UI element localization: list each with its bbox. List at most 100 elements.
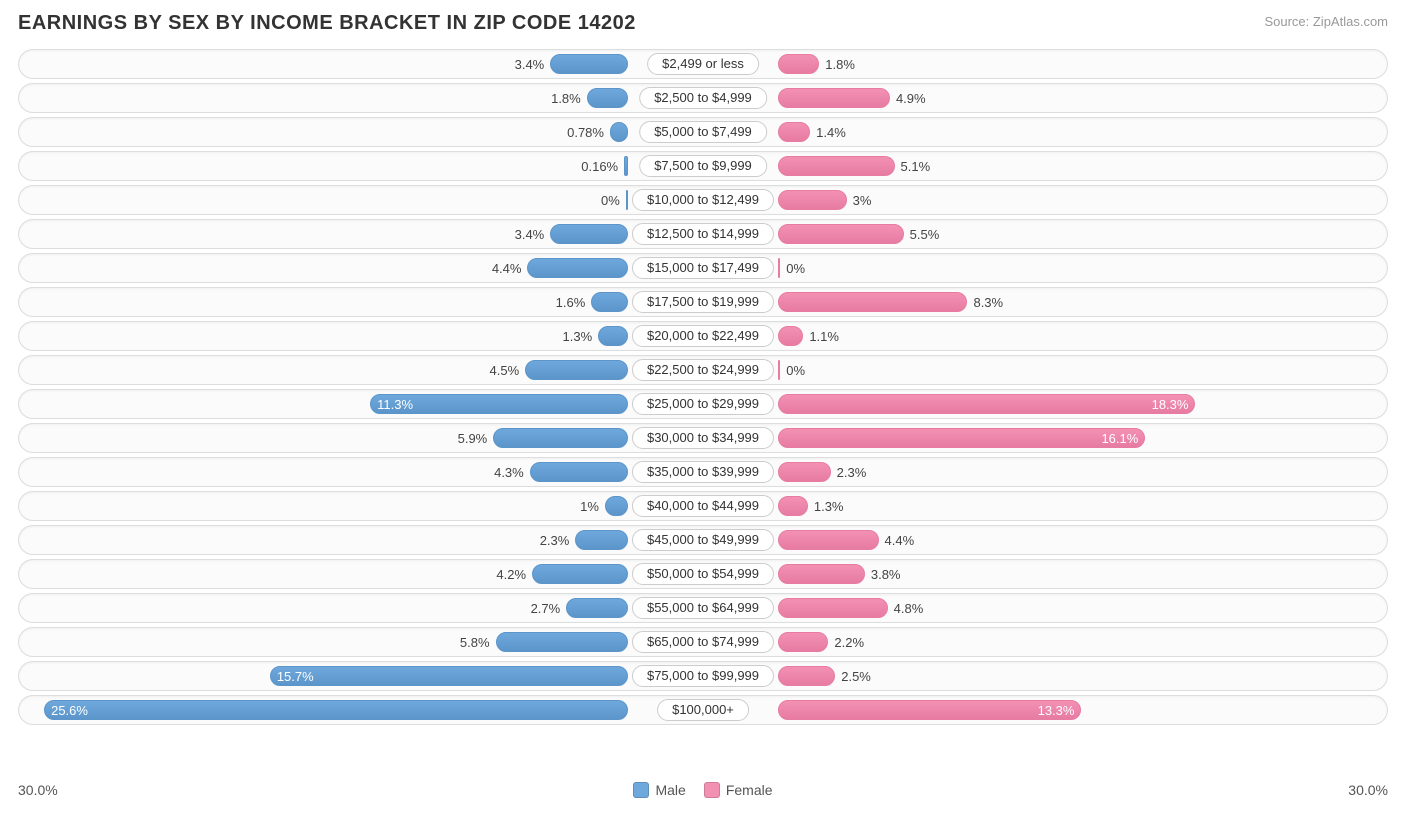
chart-row: $100,000+25.6%13.3% xyxy=(18,695,1388,725)
male-bar xyxy=(550,54,628,74)
female-half: 1.8% xyxy=(703,50,1387,78)
female-bar xyxy=(778,224,903,244)
legend-item-female: Female xyxy=(704,782,773,798)
male-bar: 25.6% xyxy=(44,700,628,720)
female-half: 1.4% xyxy=(703,118,1387,146)
chart-row: $30,000 to $34,9995.9%16.1% xyxy=(18,423,1388,453)
female-bar xyxy=(778,326,803,346)
male-pct: 25.6% xyxy=(45,703,94,718)
male-bar xyxy=(598,326,628,346)
bracket-label: $75,000 to $99,999 xyxy=(632,665,774,687)
female-bar xyxy=(778,462,830,482)
male-pct: 11.3% xyxy=(371,397,419,412)
female-pct: 13.3% xyxy=(1032,703,1081,718)
female-pct: 1.4% xyxy=(810,125,852,140)
bracket-label: $20,000 to $22,499 xyxy=(632,325,774,347)
bracket-label: $12,500 to $14,999 xyxy=(632,223,774,245)
female-half: 1.1% xyxy=(703,322,1387,350)
male-bar xyxy=(566,598,628,618)
male-pct: 15.7% xyxy=(271,669,320,684)
male-half: 0% xyxy=(19,186,703,214)
bracket-label: $25,000 to $29,999 xyxy=(632,393,774,415)
male-half: 4.2% xyxy=(19,560,703,588)
bracket-label: $40,000 to $44,999 xyxy=(632,495,774,517)
female-half: 4.8% xyxy=(703,594,1387,622)
female-bar: 13.3% xyxy=(778,700,1081,720)
male-bar xyxy=(610,122,628,142)
male-pct: 3.4% xyxy=(509,57,551,72)
bracket-label: $22,500 to $24,999 xyxy=(632,359,774,381)
female-pct: 4.9% xyxy=(890,91,932,106)
chart-row: $40,000 to $44,999 1% 1.3% xyxy=(18,491,1388,521)
male-half: 3.4% xyxy=(19,50,703,78)
male-half: 1.3% xyxy=(19,322,703,350)
female-pct: 3% xyxy=(847,193,878,208)
male-half: 0.16% xyxy=(19,152,703,180)
chart-row: $22,500 to $24,9994.5%0% xyxy=(18,355,1388,385)
male-bar xyxy=(550,224,628,244)
legend-female-label: Female xyxy=(726,782,773,798)
male-half: 15.7% xyxy=(19,662,703,690)
female-pct: 1.8% xyxy=(819,57,861,72)
female-pct: 0% xyxy=(780,261,811,276)
chart-row: $2,500 to $4,9991.8%4.9% xyxy=(18,83,1388,113)
female-bar xyxy=(778,496,808,516)
female-half: 0% xyxy=(703,254,1387,282)
male-bar xyxy=(493,428,628,448)
female-half: 2.2% xyxy=(703,628,1387,656)
male-half: 5.9% xyxy=(19,424,703,452)
female-pct: 2.3% xyxy=(831,465,873,480)
male-pct: 0% xyxy=(595,193,626,208)
female-pct: 1.3% xyxy=(808,499,850,514)
female-half: 3% xyxy=(703,186,1387,214)
female-pct: 2.5% xyxy=(835,669,877,684)
female-bar xyxy=(778,564,865,584)
axis-right-label: 30.0% xyxy=(1348,782,1388,798)
female-half: 16.1% xyxy=(703,424,1387,452)
female-pct: 2.2% xyxy=(828,635,870,650)
chart-footer: 30.0% Male Female 30.0% xyxy=(18,775,1388,805)
female-pct: 5.1% xyxy=(895,159,937,174)
female-swatch-icon xyxy=(704,782,720,798)
source-label: Source: ZipAtlas.com xyxy=(1264,14,1388,29)
female-half: 5.5% xyxy=(703,220,1387,248)
male-bar: 11.3% xyxy=(370,394,628,414)
bracket-label: $2,500 to $4,999 xyxy=(639,87,767,109)
male-half: 4.5% xyxy=(19,356,703,384)
female-bar: 18.3% xyxy=(778,394,1195,414)
female-half: 4.4% xyxy=(703,526,1387,554)
male-half: 0.78% xyxy=(19,118,703,146)
male-pct: 1.6% xyxy=(550,295,592,310)
female-half: 13.3% xyxy=(703,696,1387,724)
male-bar xyxy=(626,190,628,210)
chart-row: $45,000 to $49,9992.3%4.4% xyxy=(18,525,1388,555)
female-pct: 4.4% xyxy=(879,533,921,548)
female-half: 18.3% xyxy=(703,390,1387,418)
male-pct: 1% xyxy=(574,499,605,514)
female-half: 3.8% xyxy=(703,560,1387,588)
male-bar: 15.7% xyxy=(270,666,628,686)
bracket-label: $5,000 to $7,499 xyxy=(639,121,767,143)
male-bar xyxy=(587,88,628,108)
female-bar xyxy=(778,88,890,108)
female-bar xyxy=(778,292,967,312)
female-bar xyxy=(778,54,819,74)
male-pct: 5.8% xyxy=(454,635,496,650)
male-bar xyxy=(496,632,628,652)
female-bar: 16.1% xyxy=(778,428,1145,448)
female-bar xyxy=(778,530,878,550)
bracket-label: $65,000 to $74,999 xyxy=(632,631,774,653)
female-bar xyxy=(778,258,780,278)
female-half: 4.9% xyxy=(703,84,1387,112)
female-bar xyxy=(778,598,887,618)
male-pct: 4.3% xyxy=(488,465,530,480)
male-bar xyxy=(624,156,628,176)
chart-row: $2,499 or less3.4%1.8% xyxy=(18,49,1388,79)
male-bar xyxy=(532,564,628,584)
bracket-label: $45,000 to $49,999 xyxy=(632,529,774,551)
male-pct: 0.16% xyxy=(575,159,624,174)
female-half: 0% xyxy=(703,356,1387,384)
male-bar xyxy=(591,292,627,312)
chart-row: $55,000 to $64,9992.7%4.8% xyxy=(18,593,1388,623)
chart-row: $7,500 to $9,9990.16%5.1% xyxy=(18,151,1388,181)
